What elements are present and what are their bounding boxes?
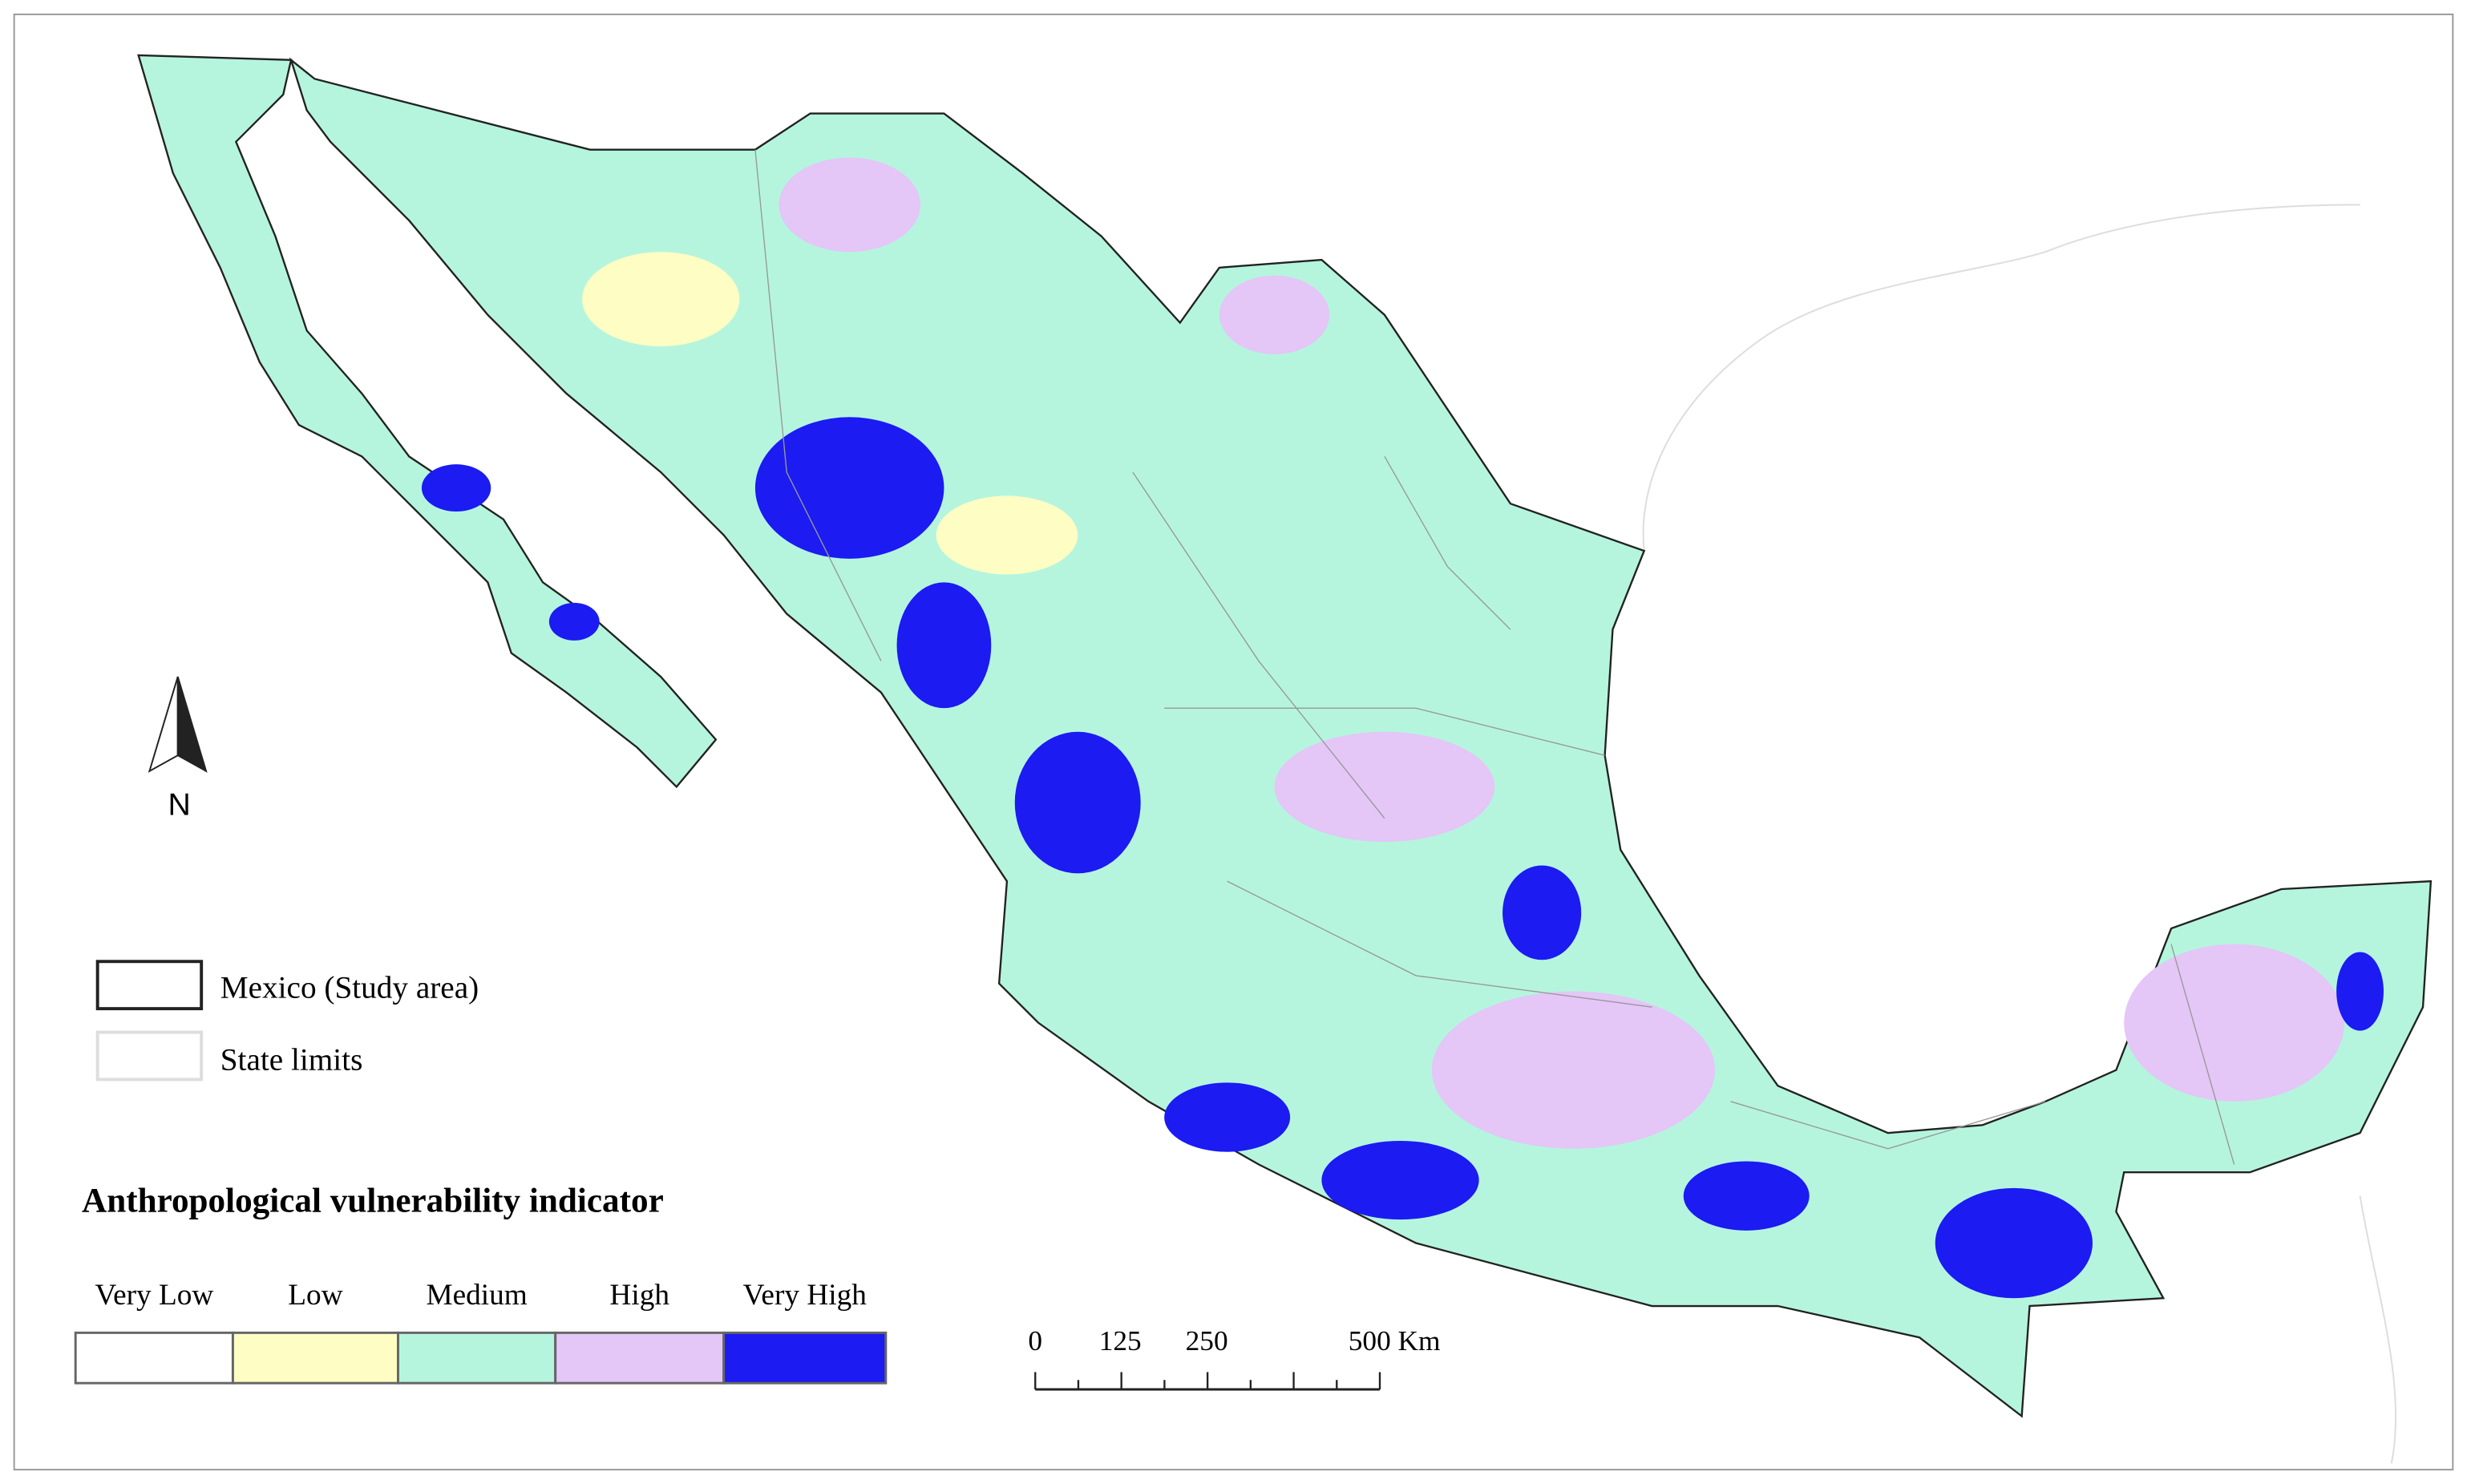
very-high-patch — [754, 417, 944, 559]
high-patch — [1431, 991, 1715, 1149]
class-swatch — [397, 1331, 557, 1385]
high-patch — [1274, 731, 1495, 843]
gulf-coast — [1642, 204, 2360, 552]
class-swatch — [231, 1331, 399, 1385]
high-patch — [1219, 275, 1330, 354]
central-america-coast — [2359, 1195, 2397, 1464]
low-patch — [582, 252, 740, 346]
mexico-land — [137, 54, 2433, 1418]
very-high-patch — [1014, 731, 1141, 874]
very-high-patch — [1683, 1161, 1810, 1231]
class-swatch — [722, 1331, 888, 1385]
class-swatch — [74, 1331, 234, 1385]
scale-bar: 0 125 250 500 Km — [1028, 1325, 1441, 1391]
very-high-patch — [1502, 865, 1582, 960]
very-high-patch — [1321, 1140, 1479, 1220]
low-patch — [936, 495, 1078, 575]
class-label: Very High — [743, 1279, 867, 1312]
very-high-patch — [548, 602, 600, 641]
study-area-label: Mexico (Study area) — [220, 970, 479, 1005]
class-label: Very Low — [95, 1279, 213, 1312]
very-high-patch — [421, 464, 491, 512]
class-label: Medium — [426, 1279, 527, 1312]
very-high-patch — [1935, 1187, 2093, 1299]
very-high-patch — [1164, 1082, 1291, 1152]
high-patch — [779, 157, 920, 253]
scale-label: 125 — [1099, 1325, 1142, 1357]
scale-label: 250 — [1186, 1325, 1228, 1357]
very-high-patch — [2336, 952, 2384, 1031]
north-label: N — [168, 787, 191, 823]
state-limits — [754, 149, 2235, 1165]
class-legend: Very Low Low Medium High Very High — [74, 1279, 888, 1385]
study-area-swatch — [95, 960, 204, 1011]
class-label: Low — [288, 1279, 342, 1312]
state-limits-swatch — [95, 1030, 204, 1082]
scale-label: 500 Km — [1349, 1325, 1441, 1357]
state-limits-label: State limits — [220, 1043, 363, 1078]
class-swatch — [554, 1331, 726, 1385]
legend-title: Anthropological vulnerability indicator — [82, 1182, 664, 1219]
high-patch — [2124, 944, 2344, 1102]
very-high-patch — [896, 582, 992, 709]
scale-label: 0 — [1028, 1325, 1042, 1357]
class-label: High — [609, 1279, 669, 1312]
north-arrow-right — [176, 676, 208, 773]
